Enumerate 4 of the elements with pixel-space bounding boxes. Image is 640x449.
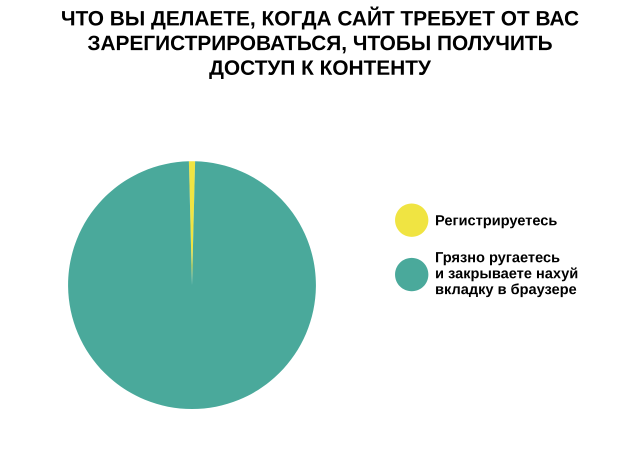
legend-label: Регистрируетесь bbox=[436, 215, 557, 228]
pie-slice bbox=[68, 161, 316, 410]
chart-title: ЧТО ВЫ ДЕЛАЕТЕ, КОГДА САЙТ ТРЕБУЕТ ОТ ВАС ЗАРЕГИСТРИРОВАТЬСЯ, ЧТОБЫ ПОЛУЧИТЬ ДОСТУП К КОНТЕНТУ bbox=[62, 6, 578, 79]
legend-label: Грязно ругаетесь и закрываете нахуй вкладку в браузере bbox=[436, 252, 578, 298]
